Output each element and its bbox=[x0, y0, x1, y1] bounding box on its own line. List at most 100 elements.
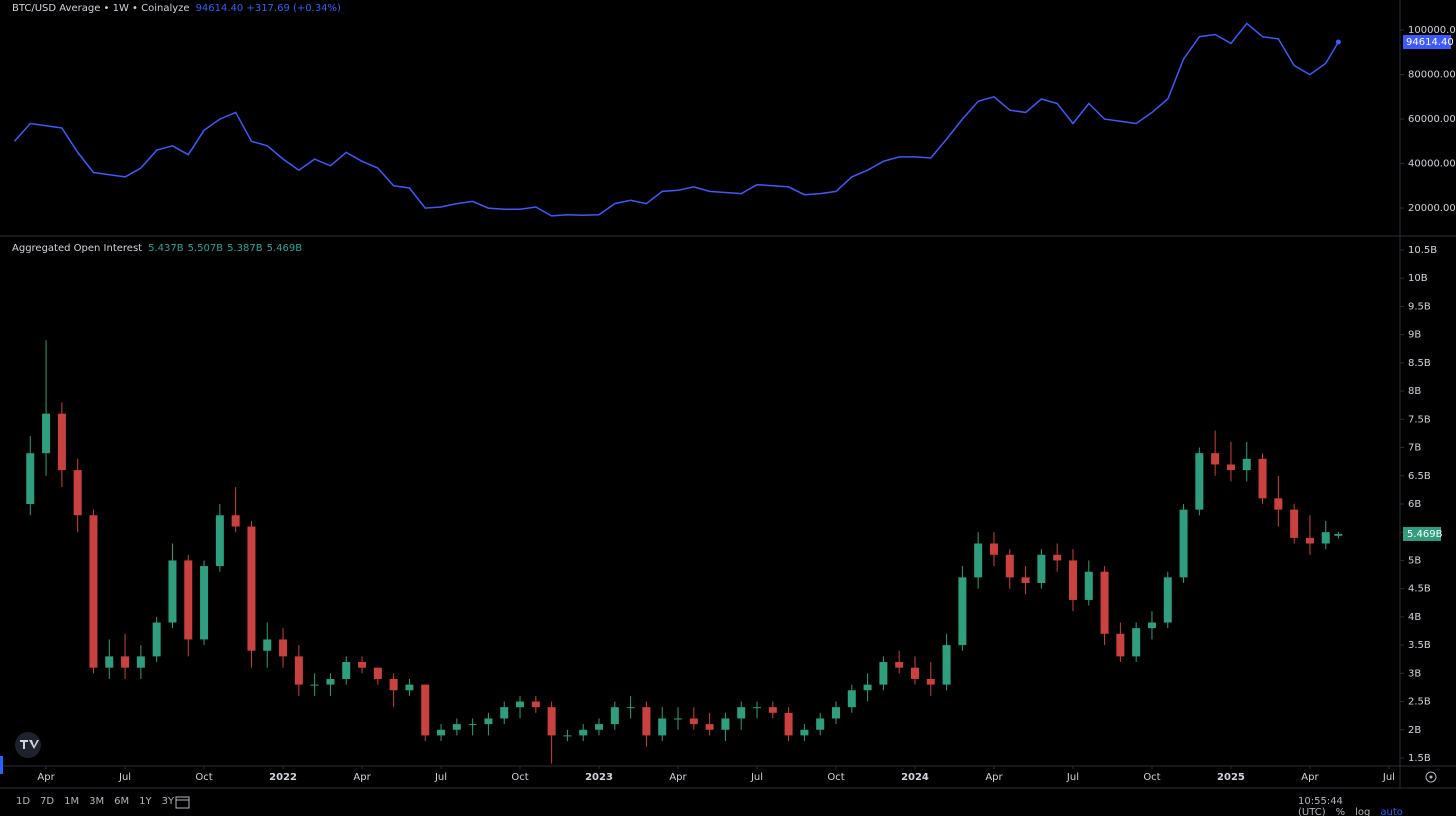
range-bar: 1D 7D 1M 3M 6M 1Y 3Y bbox=[16, 796, 184, 807]
last-badge bbox=[1403, 35, 1451, 50]
candle-body bbox=[468, 724, 477, 726]
candle-body bbox=[73, 470, 82, 516]
y-tick-label: 80000.00 bbox=[1408, 70, 1456, 81]
x-tick-label: Jul bbox=[750, 772, 763, 783]
y-tick-label: 3.5B bbox=[1408, 640, 1431, 651]
x-tick-label: Apr bbox=[1301, 772, 1319, 783]
legend-value: 5.387B bbox=[227, 243, 263, 254]
pane-title: BTC/USD Average • 1W • Coinalyze bbox=[12, 3, 190, 14]
candle-body bbox=[373, 667, 382, 679]
y-tick-label: 10.5B bbox=[1408, 245, 1437, 256]
x-tick-label: Jul bbox=[1382, 772, 1395, 783]
candle-body bbox=[768, 707, 777, 713]
candle-body bbox=[721, 718, 730, 730]
candle-body bbox=[910, 667, 919, 679]
candle-body bbox=[500, 707, 509, 719]
y-tick-label: 2B bbox=[1408, 725, 1421, 736]
x-tick-label: 2024 bbox=[901, 772, 929, 783]
candle-body bbox=[895, 662, 904, 668]
y-tick-label: 7B bbox=[1408, 443, 1421, 454]
candle-body bbox=[753, 707, 762, 709]
candle-body bbox=[1321, 532, 1330, 544]
candle-body bbox=[310, 684, 319, 686]
x-tick-label: Oct bbox=[511, 772, 528, 783]
candle-body bbox=[595, 724, 604, 730]
range-button[interactable]: 1M bbox=[64, 796, 80, 807]
y-tick-label: 40000.00 bbox=[1408, 159, 1456, 170]
candle-body bbox=[1211, 453, 1220, 465]
x-tick-label: 2023 bbox=[585, 772, 613, 783]
candle-body bbox=[358, 662, 367, 668]
candle-body bbox=[642, 707, 651, 736]
candle-body bbox=[200, 566, 209, 640]
candle-body bbox=[247, 526, 256, 651]
range-button[interactable]: 6M bbox=[114, 796, 130, 807]
candle-body bbox=[105, 656, 114, 668]
log-toggle[interactable]: log bbox=[1355, 807, 1371, 816]
percent-toggle[interactable]: % bbox=[1335, 807, 1346, 816]
candle-body bbox=[184, 560, 193, 640]
logo bbox=[15, 732, 41, 758]
range-button[interactable]: 1D bbox=[16, 796, 31, 807]
candle-body bbox=[579, 729, 588, 736]
candle-body bbox=[1147, 622, 1156, 629]
candle-body bbox=[405, 684, 414, 691]
y-tick-label: 10B bbox=[1408, 273, 1428, 284]
x-tick-label: 2022 bbox=[269, 772, 297, 783]
y-tick-label: 4B bbox=[1408, 612, 1421, 623]
candle-body bbox=[531, 701, 540, 708]
candle-body bbox=[1258, 458, 1267, 499]
candle-body bbox=[989, 543, 998, 555]
candle-body bbox=[326, 678, 335, 685]
candle-body bbox=[1179, 509, 1188, 578]
y-tick-label: 9.5B bbox=[1408, 301, 1431, 312]
range-button[interactable]: 1Y bbox=[139, 796, 152, 807]
range-button[interactable]: 3M bbox=[89, 796, 105, 807]
candle-body bbox=[1084, 571, 1093, 600]
candle-body bbox=[342, 662, 351, 679]
last-label: 5.469B bbox=[1407, 529, 1443, 540]
y-tick-label: 9B bbox=[1408, 330, 1421, 341]
candle-body bbox=[689, 718, 698, 725]
y-tick-label: 8B bbox=[1408, 386, 1421, 397]
legend-value: 5.507B bbox=[187, 243, 224, 254]
candle-body bbox=[1163, 577, 1172, 623]
candle-body bbox=[610, 707, 619, 725]
status-bar: 10:55:44 (UTC)% log auto bbox=[1298, 796, 1456, 816]
candle-body bbox=[294, 656, 303, 685]
price-header: BTC/USD Average • 1W • Coinalyze 94614.40… bbox=[12, 3, 347, 14]
calendar-icon[interactable] bbox=[175, 796, 190, 809]
candle-body bbox=[389, 678, 398, 691]
candle-body bbox=[89, 515, 98, 668]
y-tick-label: 100000.00 bbox=[1408, 25, 1456, 36]
last-point bbox=[1335, 39, 1341, 45]
candle-body bbox=[563, 735, 572, 737]
candle-body bbox=[942, 645, 951, 685]
candle-body bbox=[800, 729, 809, 736]
candle-body bbox=[42, 413, 51, 454]
candle-body bbox=[547, 707, 556, 736]
y-tick-label: 60000.00 bbox=[1408, 114, 1456, 125]
x-tick-label: Oct bbox=[195, 772, 212, 783]
candle-body bbox=[847, 690, 856, 708]
x-tick-label: Oct bbox=[827, 772, 844, 783]
candle-body bbox=[121, 656, 130, 668]
range-button[interactable]: 7D bbox=[40, 796, 55, 807]
candle-body bbox=[737, 707, 746, 719]
candle-body bbox=[516, 701, 525, 708]
candle-body bbox=[926, 678, 935, 685]
pane-title: Aggregated Open Interest bbox=[12, 243, 143, 254]
candle-body bbox=[1116, 633, 1125, 657]
candle-body bbox=[831, 707, 840, 719]
x-tick-label: Apr bbox=[353, 772, 371, 783]
candle-body bbox=[816, 718, 825, 730]
candle-body bbox=[1242, 458, 1251, 471]
y-tick-label: 3B bbox=[1408, 668, 1421, 679]
y-tick-label: 6B bbox=[1408, 499, 1421, 510]
settings-icon[interactable] bbox=[1425, 771, 1437, 783]
auto-toggle[interactable]: auto bbox=[1380, 807, 1403, 816]
y-tick-label: 7.5B bbox=[1408, 414, 1431, 425]
range-button[interactable]: 3Y bbox=[161, 796, 175, 807]
y-tick-label: 2.5B bbox=[1408, 697, 1431, 708]
